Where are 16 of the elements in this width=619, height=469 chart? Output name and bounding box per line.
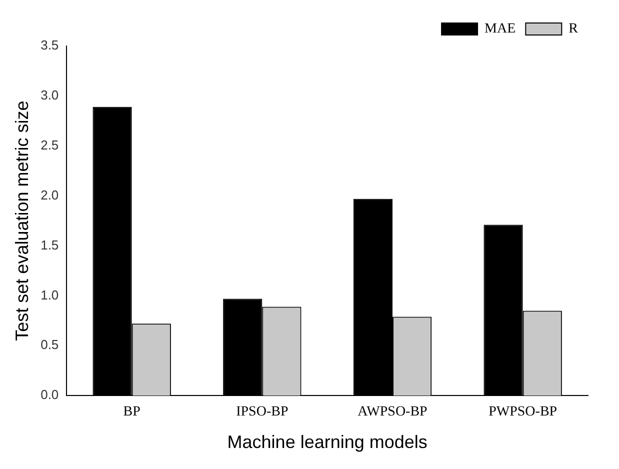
y-tick-label: 0.5 [40, 337, 59, 352]
y-tick-label: 3.0 [40, 88, 59, 103]
y-tick-label: 1.0 [40, 287, 59, 302]
x-tick-label: PWPSO-BP [488, 404, 558, 420]
legend-label: R [568, 22, 579, 37]
y-tick-label: 2.0 [40, 187, 59, 202]
x-tick-label: AWPSO-BP [358, 404, 428, 420]
y-tick-label: 1.5 [40, 237, 59, 252]
y-tick-label: 2.5 [40, 137, 59, 152]
x-tick-label: IPSO-BP [236, 404, 288, 420]
y-axis-title: Test set evaluation metric size [12, 100, 32, 341]
y-tick-label: 3.5 [40, 38, 59, 53]
x-axis-title: Machine learning models [227, 432, 428, 452]
legend-label: MAE [484, 22, 516, 37]
x-tick-label: BP [123, 404, 141, 420]
y-tick-label: 0.0 [40, 387, 59, 402]
